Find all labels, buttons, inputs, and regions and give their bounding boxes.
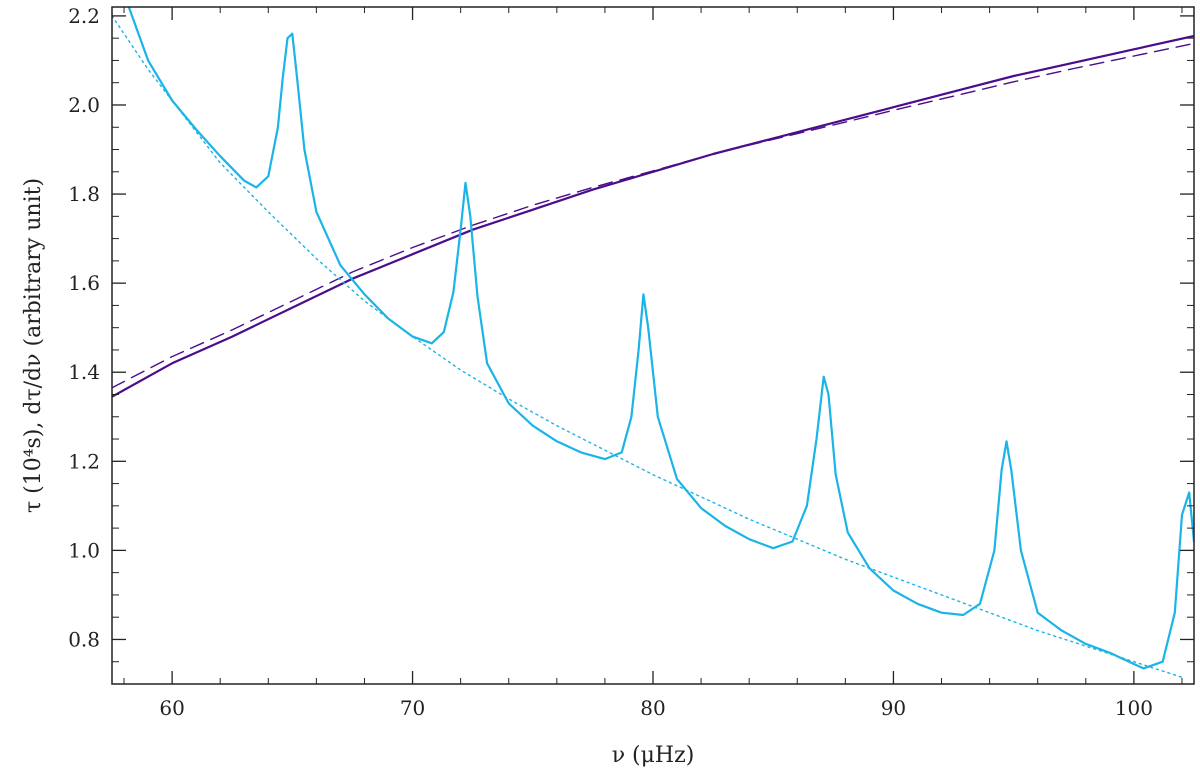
x-tick-label: 100 <box>1115 696 1153 720</box>
y-tick-label: 1.6 <box>68 271 100 295</box>
labels-layer: 60 70 80 90 100 0.8 1.0 1.2 1.4 1.6 1.8 2.0 2.2 <box>68 4 1153 720</box>
ticks-layer <box>112 7 1194 685</box>
x-axis-label: ν (μHz) <box>612 743 695 768</box>
series-line-1-solid <box>112 34 1194 398</box>
x-tick-label: 70 <box>400 696 425 720</box>
series-line-4-solid <box>127 7 1194 670</box>
plot-frame <box>111 6 1195 685</box>
x-tick-label: 80 <box>640 696 665 720</box>
y-tick-label: 0.8 <box>68 627 100 651</box>
y-tick-label: 1.8 <box>68 182 100 206</box>
x-tick-label: 60 <box>159 696 184 720</box>
series-line-2-dashed <box>112 42 1194 389</box>
series-line-3-dotted <box>112 15 1183 678</box>
y-tick-label: 1.4 <box>68 360 100 384</box>
x-tick-label: 90 <box>881 696 906 720</box>
y-tick-label: 1.0 <box>68 538 100 562</box>
y-tick-label: 2.2 <box>68 4 100 28</box>
y-tick-label: 2.0 <box>68 93 100 117</box>
series-layer <box>112 7 1194 678</box>
y-tick-label: 1.2 <box>68 449 100 473</box>
y-axis-label: τ (10⁴s), dτ/dν (arbitrary unit) <box>21 178 46 513</box>
